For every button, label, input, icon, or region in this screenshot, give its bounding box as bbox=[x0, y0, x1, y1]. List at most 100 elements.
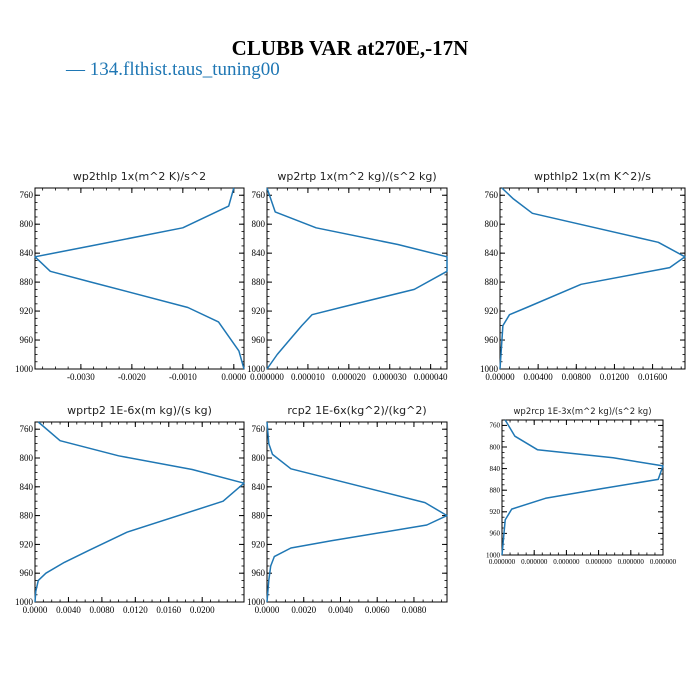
y-tick-label: 760 bbox=[490, 422, 501, 430]
y-tick-label: 760 bbox=[252, 424, 266, 434]
y-tick-label: 920 bbox=[252, 539, 266, 549]
panel-5: rcp2 1E-6x(kg^2)/(kg^2) 760 800 840 880 920 96… bbox=[247, 404, 448, 615]
x-tick-label: 0.000010 bbox=[291, 372, 325, 382]
series-line bbox=[266, 187, 448, 370]
y-tick-label: 760 bbox=[485, 190, 499, 200]
x-tick-label: 0.000020 bbox=[332, 372, 366, 382]
y-tick-label: 800 bbox=[252, 219, 266, 229]
plot-frame bbox=[34, 187, 245, 370]
panel-2: wp2rtp 1x(m^2 kg)/(s^2 kg) 760 800 840 880 92… bbox=[247, 170, 448, 382]
x-tick-label: 0.0000 bbox=[221, 372, 246, 382]
plot-frame bbox=[266, 187, 448, 370]
x-tick-label: 0.0000 bbox=[23, 605, 48, 615]
figure-title: CLUBB VAR at270E,-17N bbox=[231, 36, 469, 60]
y-tick-label: 840 bbox=[252, 248, 266, 258]
panel-title: wp2rcp 1E-3x(m^2 kg)/(s^2 kg) bbox=[513, 407, 651, 417]
y-tick-label: 1000 bbox=[15, 597, 34, 607]
x-tick-label: 0.000000 bbox=[250, 372, 284, 382]
y-tick-label: 960 bbox=[20, 335, 34, 345]
x-tick-label: 0.000000 bbox=[553, 558, 580, 566]
x-tick-label: 0.0080 bbox=[402, 605, 427, 615]
legend-marker: — bbox=[66, 59, 85, 80]
x-tick-label: 0.0080 bbox=[90, 605, 115, 615]
y-tick-label: 1000 bbox=[247, 364, 266, 374]
panel-6: wp2rcp 1E-3x(m^2 kg)/(s^2 kg) 760 800 840 88… bbox=[486, 407, 677, 566]
y-tick-label: 920 bbox=[20, 306, 34, 316]
plot-frame bbox=[266, 421, 448, 603]
y-tick-label: 760 bbox=[20, 190, 34, 200]
y-tick-label: 1000 bbox=[247, 597, 266, 607]
x-tick-label: 0.0020 bbox=[291, 605, 316, 615]
plot-frame bbox=[499, 187, 686, 370]
y-tick-label: 800 bbox=[490, 443, 501, 451]
y-tick-label: 800 bbox=[485, 219, 499, 229]
y-tick-label: 880 bbox=[252, 511, 266, 521]
y-tick-label: 920 bbox=[490, 508, 501, 516]
y-tick-label: 920 bbox=[252, 306, 266, 316]
y-tick-label: 880 bbox=[490, 487, 501, 495]
x-tick-label: 0.000040 bbox=[414, 372, 448, 382]
panel-3: wpthlp2 1x(m K^2)/s 760 800 840 880 920 960 100… bbox=[480, 170, 686, 382]
y-tick-label: 960 bbox=[252, 335, 266, 345]
x-tick-label: 0.01600 bbox=[638, 372, 668, 382]
y-tick-label: 960 bbox=[20, 568, 34, 578]
y-tick-label: 960 bbox=[490, 530, 501, 538]
y-tick-label: 840 bbox=[485, 248, 499, 258]
x-tick-label: 0.000000 bbox=[650, 558, 677, 566]
plot-frame bbox=[501, 419, 664, 556]
y-tick-label: 840 bbox=[20, 482, 34, 492]
y-tick-label: 1000 bbox=[15, 364, 34, 374]
y-tick-label: 840 bbox=[252, 482, 266, 492]
series-line bbox=[266, 421, 448, 603]
y-tick-label: 800 bbox=[252, 453, 266, 463]
panel-4: wprtp2 1E-6x(m kg)/(s kg) 760 800 840 880 920… bbox=[15, 404, 245, 615]
series-line bbox=[34, 187, 245, 370]
legend-label: 134.flthist.taus_tuning00 bbox=[89, 59, 280, 80]
y-tick-label: 840 bbox=[20, 248, 34, 258]
y-tick-label: 800 bbox=[20, 219, 34, 229]
y-tick-label: 920 bbox=[20, 539, 34, 549]
x-tick-label: 0.0040 bbox=[328, 605, 353, 615]
y-tick-label: 880 bbox=[20, 511, 34, 521]
x-tick-label: 0.0060 bbox=[365, 605, 390, 615]
series-line bbox=[501, 419, 664, 556]
x-tick-label: 0.000000 bbox=[618, 558, 645, 566]
y-tick-label: 1000 bbox=[486, 551, 501, 559]
legend: — 134.flthist.taus_tuning00 bbox=[66, 59, 280, 81]
series-line bbox=[34, 421, 245, 603]
x-tick-label: 0.00800 bbox=[562, 372, 592, 382]
x-tick-label: 0.000030 bbox=[373, 372, 407, 382]
y-tick-label: 760 bbox=[252, 190, 266, 200]
x-tick-label: 0.00400 bbox=[524, 372, 554, 382]
panel-title: wprtp2 1E-6x(m kg)/(s kg) bbox=[67, 404, 212, 417]
y-tick-label: 960 bbox=[252, 568, 266, 578]
panel-1: wp2thlp 1x(m^2 K)/s^2 760 800 840 880 920 960 1… bbox=[15, 170, 247, 382]
x-tick-label: -0.0020 bbox=[118, 372, 146, 382]
x-tick-label: 0.0120 bbox=[123, 605, 148, 615]
x-tick-label: -0.0030 bbox=[67, 372, 95, 382]
x-tick-label: 0.000000 bbox=[489, 558, 516, 566]
panel-title: wp2rtp 1x(m^2 kg)/(s^2 kg) bbox=[277, 170, 436, 183]
x-tick-label: 0.0160 bbox=[156, 605, 181, 615]
y-tick-label: 880 bbox=[252, 277, 266, 287]
plot-frame bbox=[34, 421, 245, 603]
y-tick-label: 880 bbox=[20, 277, 34, 287]
y-tick-label: 1000 bbox=[480, 364, 499, 374]
y-tick-label: 880 bbox=[485, 277, 499, 287]
x-tick-label: 0.01200 bbox=[600, 372, 630, 382]
y-tick-label: 840 bbox=[490, 465, 501, 473]
x-tick-label: 0.00000 bbox=[485, 372, 515, 382]
panel-title: wp2thlp 1x(m^2 K)/s^2 bbox=[73, 170, 206, 183]
x-tick-label: 0.0200 bbox=[190, 605, 215, 615]
x-tick-label: 0.000000 bbox=[521, 558, 548, 566]
y-tick-label: 800 bbox=[20, 453, 34, 463]
x-tick-label: -0.0010 bbox=[169, 372, 197, 382]
x-tick-label: 0.0040 bbox=[56, 605, 81, 615]
x-tick-label: 0.000000 bbox=[585, 558, 612, 566]
x-tick-label: 0.0000 bbox=[255, 605, 280, 615]
y-tick-label: 760 bbox=[20, 424, 34, 434]
panel-title: wpthlp2 1x(m K^2)/s bbox=[534, 170, 651, 183]
y-tick-label: 920 bbox=[485, 306, 499, 316]
series-line bbox=[499, 187, 686, 370]
